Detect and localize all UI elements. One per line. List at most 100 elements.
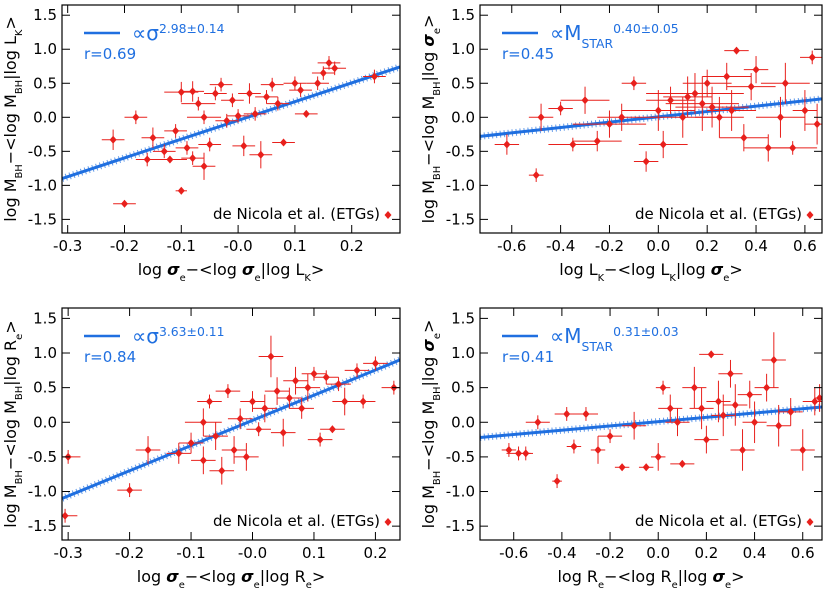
point [194, 99, 202, 108]
point [618, 113, 626, 122]
point [746, 390, 754, 399]
point [532, 171, 540, 180]
point [789, 143, 797, 152]
x-axis-title: log LK−<log LK|log σe> [559, 260, 742, 284]
point [781, 79, 789, 88]
fit-r: r=0.69 [84, 45, 136, 63]
point [816, 394, 822, 403]
fit-r: r=0.45 [502, 45, 554, 63]
label-part: −<log M [1, 94, 20, 164]
x-tick-label: -0.4 [546, 237, 575, 255]
point [703, 79, 711, 88]
point [310, 369, 318, 378]
label-part: σ [241, 567, 254, 586]
point [212, 432, 220, 441]
point [698, 404, 706, 413]
x-tick-label: -0.0 [238, 544, 267, 562]
label-part: 2.98±0.14 [159, 21, 225, 36]
label-part: σ [167, 260, 180, 279]
label-part: > [419, 320, 438, 333]
point [505, 445, 513, 454]
point [679, 113, 687, 122]
label-part: K [304, 273, 311, 284]
label-part: e [432, 333, 443, 339]
point [109, 135, 117, 144]
point [630, 79, 638, 88]
label-part: > [729, 260, 742, 279]
y-tick-label: 0.0 [451, 413, 475, 431]
label-part: K [598, 273, 605, 284]
label-part: > [731, 567, 744, 586]
x-axis-title: log σe−<log σe|log LK> [138, 260, 325, 284]
label-part: σ [419, 34, 438, 47]
x-axis-title: log Re−<log Re|log σe> [557, 567, 744, 591]
label-part: e [179, 580, 185, 591]
y-tick-label: 1.0 [33, 344, 57, 362]
point [267, 352, 275, 361]
label-part: −<log M [419, 401, 438, 471]
label-part: > [1, 320, 20, 333]
point [570, 442, 578, 451]
point [691, 89, 699, 98]
point [698, 99, 706, 108]
point [166, 155, 174, 164]
point [654, 452, 662, 461]
point [557, 104, 565, 113]
y-tick-label: -1.0 [28, 483, 57, 501]
label-part: e [180, 273, 186, 284]
point [200, 113, 208, 122]
point [273, 387, 281, 396]
x-tick-label: -0.4 [547, 544, 576, 562]
label-part: −<log L [604, 260, 669, 279]
label-part: σ [242, 260, 255, 279]
label-part: log [137, 567, 166, 586]
point [261, 404, 269, 413]
point [224, 387, 232, 396]
label-part: e [598, 580, 604, 591]
point [335, 380, 343, 389]
point [274, 99, 282, 108]
x-tick-label: -0.0 [223, 237, 252, 255]
label-part: e [14, 334, 25, 340]
point [143, 155, 151, 164]
panel: -0.6 -0.4 -0.2 0.0 0.2 0.4 0.6 -1.5 -1.0 -0.5 0.0 0… [419, 4, 823, 284]
point [189, 87, 197, 96]
point [667, 96, 675, 105]
fit-line [62, 65, 400, 180]
label-part: |log R [260, 567, 306, 586]
label-part: |log R [1, 340, 20, 386]
point [813, 120, 821, 129]
label-part: |log L [1, 36, 20, 80]
x-tick-label: 0.1 [302, 544, 326, 562]
point [371, 359, 379, 368]
point [279, 428, 287, 437]
x-tick-label: 0.0 [646, 237, 670, 255]
x-tick-label: -0.2 [110, 237, 139, 255]
label-part: BH [432, 386, 443, 400]
label-part: log L [559, 260, 597, 279]
point [149, 133, 157, 142]
point [302, 109, 310, 118]
point [678, 459, 686, 468]
panel: -0.3 -0.2 -0.1 -0.0 0.1 0.2 -1.5 -1.0 -0.5 0.0 0.5… [1, 4, 401, 284]
point [673, 418, 681, 427]
legend-label: de Nicola et al. (ETGs) [213, 512, 380, 530]
point [751, 418, 759, 427]
point [666, 404, 674, 413]
point [642, 157, 650, 166]
point [569, 140, 577, 149]
y-tick-label: 1.5 [33, 6, 57, 24]
point [331, 64, 339, 73]
x-tick-label: 0.2 [695, 237, 719, 255]
label-part: > [311, 260, 324, 279]
plot-area [62, 335, 400, 523]
label-part: STAR [582, 339, 614, 354]
x-tick-label: 0.4 [744, 237, 768, 255]
point [199, 456, 207, 465]
legend-marker [806, 211, 814, 219]
point [642, 463, 650, 472]
y-tick-label: 1.0 [451, 344, 475, 362]
plot-frame [479, 4, 823, 234]
point [189, 154, 197, 163]
